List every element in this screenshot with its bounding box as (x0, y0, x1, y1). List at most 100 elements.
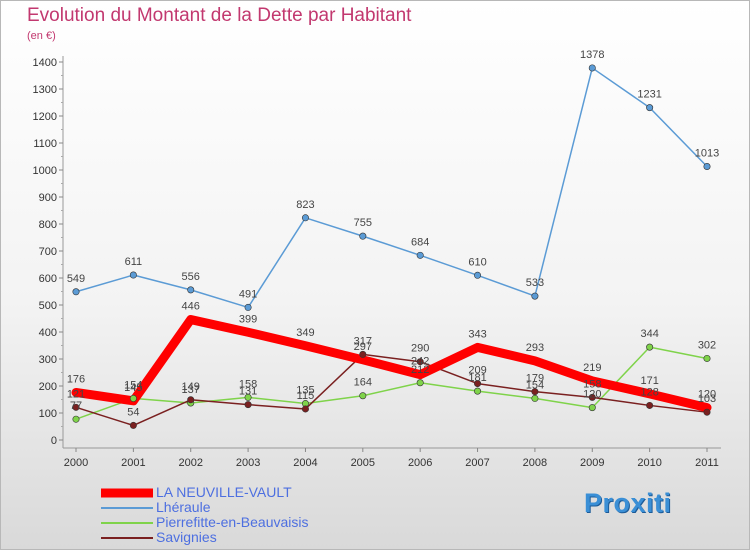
data-label: 179 (526, 373, 544, 385)
y-tick-label: 1300 (33, 84, 57, 96)
data-point (416, 358, 424, 366)
data-label: 121 (67, 388, 85, 400)
x-tick-label: 2010 (637, 457, 661, 469)
data-point (474, 271, 482, 279)
data-point (703, 408, 711, 416)
data-point (359, 232, 367, 240)
data-point (531, 394, 539, 402)
data-label: 219 (583, 362, 601, 374)
y-tick-label: 200 (39, 381, 57, 393)
data-point (703, 162, 711, 170)
data-point (703, 354, 711, 362)
data-label: 154 (124, 379, 142, 391)
x-tick-label: 2004 (293, 457, 317, 469)
data-point (359, 392, 367, 400)
legend-swatch (101, 488, 153, 497)
data-point (187, 286, 195, 294)
legend-label: Savignies (156, 529, 217, 545)
data-point (129, 394, 137, 402)
x-tick-label: 2000 (64, 457, 88, 469)
data-point (416, 379, 424, 387)
data-point (474, 380, 482, 388)
legend-label: LA NEUVILLE-VAULT (156, 484, 292, 500)
data-point (588, 64, 596, 72)
data-label: 533 (526, 277, 544, 289)
y-tick-label: 1200 (33, 111, 57, 123)
data-label: 317 (354, 335, 372, 347)
y-tick-label: 0 (51, 435, 57, 447)
x-tick-label: 2008 (523, 457, 547, 469)
x-tick-label: 2007 (465, 457, 489, 469)
y-tick-label: 400 (39, 327, 57, 339)
data-label: 302 (698, 339, 716, 351)
data-point (531, 292, 539, 300)
data-point (646, 104, 654, 112)
data-label: 158 (239, 378, 257, 390)
data-label: 290 (411, 343, 429, 355)
y-tick-label: 1400 (33, 57, 57, 69)
data-label: 1231 (637, 89, 661, 101)
series-line-1 (75, 67, 708, 309)
data-label: 128 (640, 386, 658, 398)
data-label: 145 (124, 382, 142, 394)
data-point (416, 251, 424, 259)
data-label: 171 (640, 375, 658, 387)
series-line-2 (75, 346, 708, 420)
data-point (301, 405, 309, 413)
data-label: 611 (125, 256, 143, 268)
data-label: 684 (411, 236, 429, 248)
x-tick-label: 2001 (121, 457, 145, 469)
legend-label: Pierrefitte-en-Beauvaisis (156, 514, 309, 530)
data-point (531, 388, 539, 396)
data-label: 181 (468, 372, 486, 384)
data-label: 297 (354, 341, 372, 353)
data-label: 176 (67, 373, 85, 385)
data-point (72, 288, 80, 296)
data-label: 212 (411, 364, 429, 376)
y-tick-label: 600 (39, 273, 57, 285)
data-label: 149 (182, 381, 200, 393)
x-tick-label: 2003 (236, 457, 260, 469)
data-label: 158 (583, 378, 601, 390)
data-label: 610 (468, 256, 486, 268)
data-label: 1013 (695, 147, 719, 159)
data-point (646, 343, 654, 351)
y-tick-label: 500 (39, 300, 57, 312)
data-point (359, 350, 367, 358)
legend-swatch (101, 536, 153, 539)
data-point (301, 214, 309, 222)
y-tick-label: 800 (39, 219, 57, 231)
data-label: 446 (182, 301, 200, 313)
data-label: 137 (182, 384, 200, 396)
data-label: 491 (239, 288, 257, 300)
data-label: 823 (296, 199, 314, 211)
y-tick-label: 700 (39, 246, 57, 258)
series-line-0 (71, 315, 712, 413)
data-label: 293 (526, 342, 544, 354)
data-point (474, 387, 482, 395)
x-tick-label: 2005 (351, 457, 375, 469)
data-point (646, 401, 654, 409)
legend-label: Lhéraule (156, 499, 211, 515)
x-tick-label: 2006 (408, 457, 432, 469)
chart-title: Evolution du Montant de la Dette par Hab… (27, 5, 412, 26)
data-point (244, 303, 252, 311)
data-label: 242 (411, 356, 429, 368)
data-label: 209 (468, 365, 486, 377)
data-point (244, 401, 252, 409)
x-tick-label: 2011 (695, 457, 719, 469)
y-tick-label: 1000 (33, 165, 57, 177)
data-label: 349 (296, 327, 314, 339)
data-label: 120 (698, 389, 716, 401)
data-point (187, 396, 195, 404)
data-label: 103 (698, 393, 716, 405)
data-label: 120 (583, 389, 601, 401)
data-point (129, 271, 137, 279)
data-label: 115 (297, 390, 315, 402)
data-label: 344 (640, 328, 658, 340)
series-line-3 (75, 353, 708, 427)
y-tick-label: 1100 (33, 138, 57, 150)
chart-subtitle: (en €) (27, 30, 56, 42)
data-point (588, 404, 596, 412)
